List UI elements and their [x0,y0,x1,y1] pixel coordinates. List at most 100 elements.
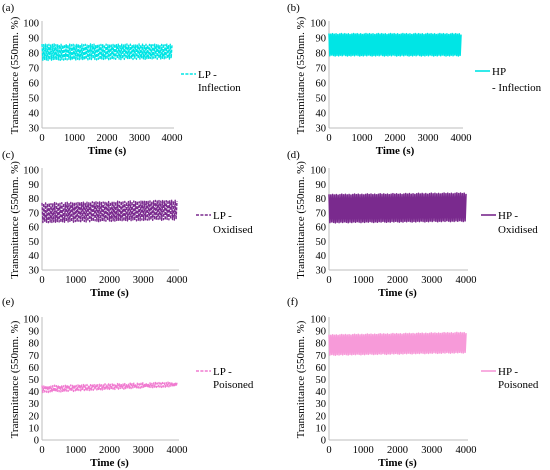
x-tick-label: 4000 [167,445,188,456]
y-tick-label: 30 [316,399,327,410]
y-tick-label: 20 [316,411,327,422]
y-tick-label: 50 [316,375,327,386]
y-tick-label: 50 [316,237,327,248]
x-axis-title: Time (s) [90,287,129,299]
x-axis-title: Time (s) [90,457,129,469]
y-tick-label: 80 [316,194,327,205]
y-axis-title: Transmittance (550nm. %) [295,16,307,134]
y-tick-label: 40 [316,251,327,262]
panel-label: (d) [287,149,300,161]
x-tick-label: 4000 [167,275,188,286]
y-tick-label: 100 [23,315,39,326]
legend-label: LP - [213,210,232,222]
y-tick-label: 90 [29,327,40,338]
x-tick-label: 2000 [387,445,408,456]
y-axis-title: Transmittance (550nm. %) [9,16,21,134]
legend-label: - Inflection [492,82,542,94]
y-tick-label: 10 [29,423,40,434]
y-tick-label: 70 [316,208,327,219]
y-tick-label: 60 [29,79,40,90]
y-tick-label: 80 [316,49,327,60]
y-axis-title: Transmittance (550nm. %) [9,161,21,279]
y-tick-label: 90 [316,180,327,191]
legend-label: Oxidised [498,224,538,236]
y-tick-label: 40 [316,387,327,398]
x-tick-label: 1000 [64,133,85,144]
series-line [41,43,173,62]
x-tick-label: 1000 [65,275,86,286]
y-tick-label: 60 [29,363,40,374]
y-tick-label: 80 [29,339,40,350]
y-tick-label: 60 [316,79,327,90]
x-tick-label: 3000 [418,133,439,144]
y-tick-label: 50 [29,94,40,105]
series-line [41,199,178,224]
panel-label: (f) [287,296,298,308]
y-tick-label: 60 [316,363,327,374]
x-axis-title: Time (s) [376,145,415,157]
y-tick-label: 50 [29,375,40,386]
x-tick-label: 4000 [162,133,183,144]
y-axis-title: Transmittance (550nm. %) [295,320,307,438]
y-tick-label: 90 [29,34,40,45]
x-axis-title: Time (s) [88,145,127,157]
y-tick-label: 40 [316,109,327,120]
x-tick-label: 3000 [129,133,150,144]
x-axis-title: Time (s) [378,457,417,469]
y-tick-label: 80 [29,49,40,60]
x-tick-label: 3000 [421,445,442,456]
y-tick-label: 50 [316,94,327,105]
y-tick-label: 80 [29,194,40,205]
y-tick-label: 60 [316,223,327,234]
panel-label: (a) [2,2,15,14]
y-tick-label: 40 [29,387,40,398]
x-tick-label: 2000 [387,275,408,286]
panel-label: (c) [2,149,15,161]
y-tick-label: 80 [316,339,327,350]
y-tick-label: 30 [29,399,40,410]
y-tick-label: 90 [316,327,327,338]
series-line [328,32,462,57]
x-tick-label: 0 [39,275,44,286]
y-tick-label: 20 [29,411,40,422]
x-tick-label: 1000 [352,133,373,144]
y-tick-label: 70 [29,208,40,219]
y-tick-label: 100 [310,166,326,177]
y-tick-label: 70 [316,351,327,362]
x-tick-label: 0 [39,445,44,456]
panel-label: (b) [287,2,300,14]
x-tick-label: 0 [326,133,331,144]
y-tick-label: 30 [316,266,327,277]
legend-label: HP [492,66,506,78]
series-line [328,192,467,224]
legend-label: LP - [213,366,232,378]
y-axis-title: Transmittance (550nm. %) [9,320,21,438]
x-tick-label: 0 [39,133,44,144]
y-tick-label: 70 [29,351,40,362]
x-axis-title: Time (s) [378,287,417,299]
legend-label: Poisoned [213,379,254,391]
legend-label: HP - [498,366,518,378]
y-tick-label: 0 [34,436,39,447]
x-tick-label: 3000 [133,445,154,456]
x-tick-label: 1000 [353,275,374,286]
y-tick-label: 100 [310,19,326,30]
y-tick-label: 100 [23,19,39,30]
panel-label: (e) [2,296,15,308]
y-tick-label: 60 [29,223,40,234]
y-tick-label: 70 [29,64,40,75]
y-axis-title: Transmittance (550nm. %) [295,161,307,279]
x-tick-label: 4000 [456,275,477,286]
x-tick-label: 4000 [451,133,472,144]
y-tick-label: 90 [316,34,327,45]
x-tick-label: 2000 [99,275,120,286]
legend-label: Inflection [198,82,241,94]
series-line [41,381,178,394]
y-tick-label: 30 [316,124,327,135]
legend-label: LP - [198,69,217,81]
y-tick-label: 10 [316,423,327,434]
